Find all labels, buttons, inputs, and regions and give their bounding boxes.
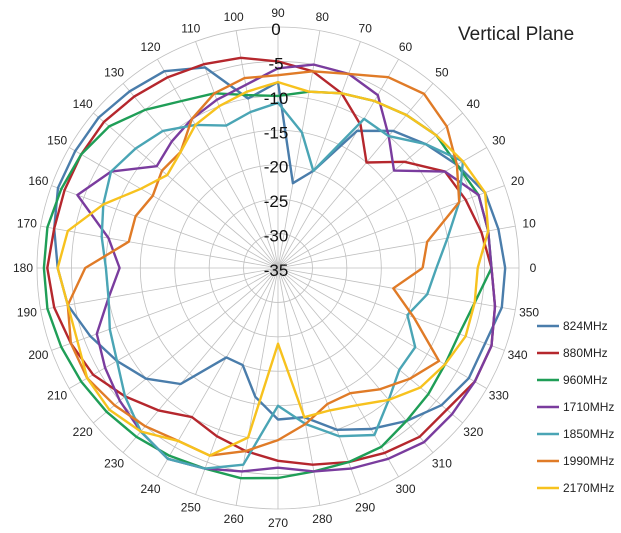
grid-spoke [195,41,279,269]
angle-tick-label: 30 [492,134,506,148]
legend-label: 824MHz [563,319,608,333]
grid-spoke [277,112,463,269]
angle-tick-label: 150 [47,134,67,148]
grid-spoke [40,225,279,269]
grid-spoke [51,185,279,269]
chart-title: Vertical Plane [458,24,574,45]
grid-spoke [277,267,434,453]
grid-spoke [40,267,279,311]
radial-tick-label: -30 [264,227,289,246]
angle-tick-label: 50 [435,66,449,80]
series-line-880MHz [46,56,497,466]
angle-tick-label: 350 [519,305,539,319]
angle-tick-label: 160 [28,174,48,188]
radial-tick-label: -5 [268,54,283,73]
grid-spoke [93,112,279,269]
series-line-1990MHz [66,70,461,457]
grid-spoke [122,267,279,453]
angle-tick-label: 170 [17,217,37,231]
radial-tick-label: -25 [264,192,289,211]
series-line-1850MHz [100,101,465,470]
grid-spoke [277,225,516,269]
angle-labels: 0 10 20 30 40 50 60 70 80 90 100 110 120 130 140 150 160… [13,6,539,530]
radial-tick-label: -15 [264,123,289,142]
angle-tick-label: 0 [530,261,537,275]
radial-tick-label: -10 [264,89,289,108]
angle-tick-label: 180 [13,261,33,275]
angle-tick-label: 310 [432,456,452,470]
grid-spoke [277,185,505,269]
grid-spoke [277,83,434,269]
angle-tick-label: 270 [268,516,288,530]
grid-spoke [122,83,279,269]
legend-label: 960MHz [563,373,608,387]
grid-spoke [157,59,279,269]
angle-tick-label: 260 [224,512,244,526]
grid-spoke [51,267,279,351]
grid-spoke [69,147,279,269]
grid-spoke [93,267,279,424]
angle-tick-label: 90 [271,6,285,20]
radial-tick-label: 0 [271,20,280,39]
grid-spoke [277,267,487,389]
angle-tick-label: 330 [489,389,509,403]
angle-tick-label: 70 [359,21,373,35]
angle-tick-label: 120 [140,40,160,54]
angle-tick-label: 60 [399,40,413,54]
angle-tick-label: 280 [312,512,332,526]
series-layer [42,56,507,480]
grid-spoke [235,30,279,269]
angle-tick-label: 320 [463,425,483,439]
series-line-960MHz [42,90,493,480]
angle-tick-label: 80 [316,10,330,24]
angle-tick-label: 100 [224,10,244,24]
radial-tick-label: -20 [264,158,289,177]
angle-tick-label: 300 [395,482,415,496]
angle-tick-label: 210 [47,389,67,403]
angle-tick-label: 10 [522,217,536,231]
grid-spoke [277,267,361,495]
legend-label: 1710MHz [563,400,614,414]
grid-spoke [277,41,361,269]
legend: 824MHz 880MHz 960MHz 1710MHz 1850MHz 1990MHz 2… [537,319,614,495]
angle-tick-label: 130 [104,66,124,80]
legend-label: 1850MHz [563,427,614,441]
angle-tick-label: 240 [140,482,160,496]
radial-tick-label: -35 [264,261,289,280]
legend-label: 1990MHz [563,454,614,468]
angle-tick-label: 230 [104,456,124,470]
radial-labels: 0 -5 -10 -15 -20 -25 -30 -35 [264,20,289,280]
legend-label: 2170MHz [563,481,614,495]
angle-tick-label: 250 [181,501,201,515]
angle-tick-label: 190 [17,305,37,319]
legend-label: 880MHz [563,346,608,360]
angle-tick-label: 340 [508,348,528,362]
angle-tick-label: 110 [181,21,200,35]
angle-tick-label: 200 [28,348,48,362]
angle-tick-label: 40 [467,97,481,111]
angle-tick-label: 140 [73,97,93,111]
angle-tick-label: 20 [511,174,525,188]
grid-spoke [277,147,487,269]
series-line-1710MHz [76,63,497,473]
grid-spoke [277,267,399,477]
angle-tick-label: 290 [355,501,375,515]
angle-tick-label: 220 [73,425,93,439]
grid-spoke [277,267,463,424]
series-line-2170MHz [56,80,490,457]
